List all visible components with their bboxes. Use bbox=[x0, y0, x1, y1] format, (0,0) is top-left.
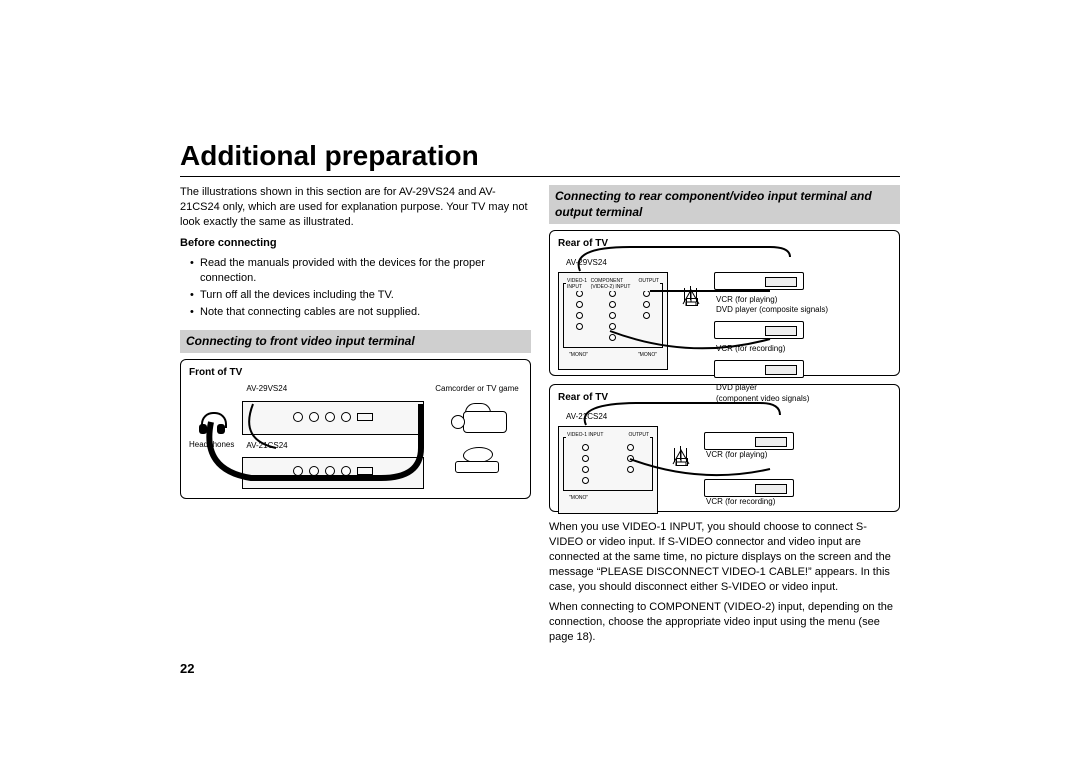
jack-icon bbox=[325, 466, 335, 476]
body-text: When connecting to COMPONENT (VIDEO-2) i… bbox=[549, 600, 900, 645]
before-list: Read the manuals provided with the devic… bbox=[180, 256, 531, 319]
model-label: AV-29VS24 bbox=[566, 258, 607, 267]
model-a: AV-29VS24 bbox=[246, 384, 424, 395]
device-label: VCR (for playing) bbox=[706, 450, 767, 459]
device-label: VCR (for recording) bbox=[716, 345, 891, 354]
list-item: Note that connecting cables are not supp… bbox=[190, 305, 531, 320]
jack-icon bbox=[309, 466, 319, 476]
vcr-icon bbox=[714, 272, 804, 290]
front-panel-a bbox=[242, 401, 424, 435]
port-label: OUTPUT bbox=[638, 278, 659, 292]
page-title: Additional preparation bbox=[180, 140, 900, 172]
port-label: COMPONENT (VIDEO-2) INPUT bbox=[591, 278, 639, 292]
port-label: OUTPUT bbox=[628, 432, 649, 439]
figure-label: Rear of TV bbox=[558, 391, 891, 405]
model-b: AV-21CS24 bbox=[246, 441, 424, 452]
body-text: When you use VIDEO-1 INPUT, you should c… bbox=[549, 520, 900, 594]
mono-label: "MONO" bbox=[569, 495, 588, 501]
port-label: VIDEO-1 INPUT bbox=[567, 278, 591, 292]
vcr-icon bbox=[714, 321, 804, 339]
manual-page: Additional preparation The illustrations… bbox=[180, 140, 900, 676]
title-rule bbox=[180, 176, 900, 177]
vcr-icon bbox=[704, 432, 794, 450]
device-label: VCR (for playing) bbox=[716, 296, 891, 305]
headphones-icon bbox=[197, 412, 227, 436]
figure-front: Front of TV Headphones AV-29VS24 bbox=[180, 359, 531, 499]
two-column-layout: The illustrations shown in this section … bbox=[180, 185, 900, 651]
headphones-label: Headphones bbox=[189, 440, 234, 451]
port-label: VIDEO-1 INPUT bbox=[567, 432, 603, 439]
vcr-icon bbox=[704, 479, 794, 497]
slot-icon bbox=[357, 467, 373, 475]
jack-icon bbox=[309, 412, 319, 422]
left-column: The illustrations shown in this section … bbox=[180, 185, 531, 651]
mono-label: "MONO" bbox=[638, 352, 657, 359]
section-header-front: Connecting to front video input terminal bbox=[180, 330, 531, 354]
section-header-rear: Connecting to rear component/video input… bbox=[549, 185, 900, 224]
device-label: DVD player (composite signals) bbox=[716, 306, 891, 315]
jack-icon bbox=[293, 412, 303, 422]
model-label: AV-21CS24 bbox=[566, 412, 607, 421]
figure-label: Rear of TV bbox=[558, 237, 891, 251]
right-column: Connecting to rear component/video input… bbox=[549, 185, 900, 651]
intro-text: The illustrations shown in this section … bbox=[180, 185, 531, 230]
game-console-icon bbox=[449, 447, 505, 473]
jack-icon bbox=[341, 466, 351, 476]
mono-label: "MONO" bbox=[569, 352, 588, 359]
figure-rear-a: Rear of TV AV-29VS24 VIDEO-1 INPUT COMPO… bbox=[549, 230, 900, 376]
antenna-icon bbox=[668, 444, 694, 466]
jack-icon bbox=[325, 412, 335, 422]
camcorder-icon bbox=[447, 403, 507, 439]
figure-rear-b: Rear of TV AV-21CS24 VIDEO-1 INPUT OUTPU… bbox=[549, 384, 900, 512]
slot-icon bbox=[357, 413, 373, 421]
before-heading: Before connecting bbox=[180, 236, 531, 251]
jack-icon bbox=[293, 466, 303, 476]
antenna-icon bbox=[678, 284, 704, 306]
jack-icon bbox=[341, 412, 351, 422]
dvd-icon bbox=[714, 360, 804, 378]
list-item: Read the manuals provided with the devic… bbox=[190, 256, 531, 286]
device-label: VCR (for recording) bbox=[706, 497, 775, 506]
camcorder-label: Camcorder or TV game bbox=[435, 384, 518, 395]
rear-panel-b: VIDEO-1 INPUT OUTPUT "MONO" bbox=[558, 426, 658, 514]
front-panel-b bbox=[242, 457, 424, 489]
figure-label: Front of TV bbox=[189, 366, 522, 380]
page-number: 22 bbox=[180, 661, 900, 676]
rear-panel-a: VIDEO-1 INPUT COMPONENT (VIDEO-2) INPUT … bbox=[558, 272, 668, 370]
list-item: Turn off all the devices including the T… bbox=[190, 288, 531, 303]
